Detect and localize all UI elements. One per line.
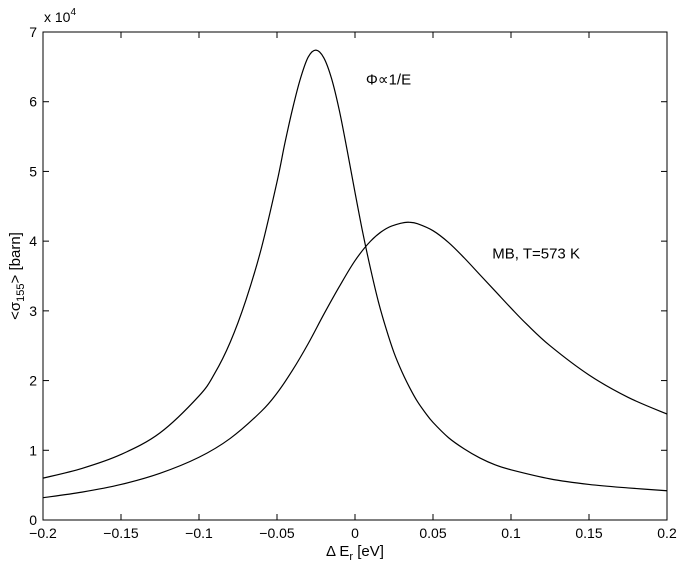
x-ticks: −0.2 −0.15 −0.1 −0.05 0 0.05 0.1 0.15 0.2 <box>29 32 677 541</box>
curves <box>42 49 668 499</box>
annotation-2: MB, T=573 K <box>492 246 580 263</box>
x-tick-label: −0.05 <box>259 525 295 541</box>
y-multiplier: x 104 <box>44 7 76 25</box>
y-axis-label: <σ155> [barn] <box>7 232 27 320</box>
y-tick-label: 4 <box>29 233 37 249</box>
y-axis-label-post: > [barn] <box>7 232 24 283</box>
x-tick-label: −0.1 <box>185 525 213 541</box>
y-tick-label: 5 <box>29 163 37 179</box>
y-tick-label: 2 <box>29 373 37 389</box>
annotation-1: Φ∝1/E <box>366 71 411 88</box>
series-line-1 <box>42 49 668 492</box>
x-axis-label: Δ Er [eV] <box>326 543 384 563</box>
x-tick-label: 0.05 <box>419 525 446 541</box>
x-tick-label: 0 <box>351 525 359 541</box>
y-tick-label: 3 <box>29 303 37 319</box>
x-tick-label: 0.15 <box>575 525 602 541</box>
x-tick-label: 0.2 <box>657 525 677 541</box>
y-ticks: 0 1 2 3 4 5 6 7 <box>29 24 667 528</box>
x-tick-label: 0.1 <box>501 525 521 541</box>
y-tick-label: 6 <box>29 94 37 110</box>
series-line-2 <box>42 221 668 499</box>
y-tick-label: 1 <box>29 442 37 458</box>
x-tick-label: −0.2 <box>29 525 57 541</box>
annotations: Φ∝1/E MB, T=573 K <box>366 71 580 262</box>
y-tick-label: 0 <box>29 512 37 528</box>
x-axis-label-unit: [eV] <box>353 543 384 560</box>
y-tick-label: 7 <box>29 24 37 40</box>
x-axis-label-sub: r <box>349 551 353 563</box>
x-axis-label-main: Δ E <box>326 543 349 560</box>
y-multiplier-exp: 4 <box>70 7 76 18</box>
y-axis-label-pre: <σ <box>7 301 24 320</box>
x-tick-label: −0.15 <box>103 525 139 541</box>
y-axis-label-sub: 155 <box>15 283 27 301</box>
y-multiplier-base: x 10 <box>44 9 71 25</box>
